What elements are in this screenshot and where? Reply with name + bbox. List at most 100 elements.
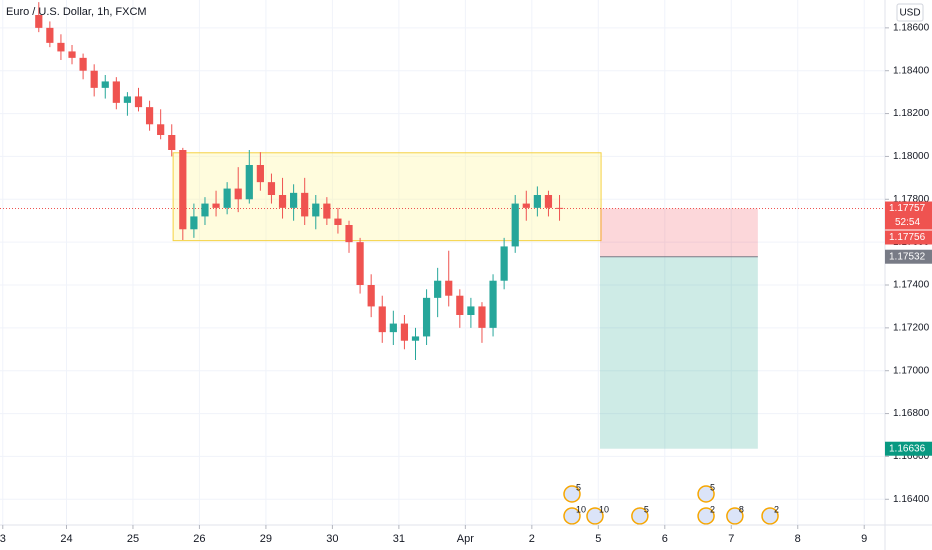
x-tick-label: 7 (728, 533, 734, 545)
candle-body (179, 150, 187, 230)
x-tick-label: 31 (393, 533, 405, 545)
candle-body (511, 203, 519, 247)
candle-body (389, 323, 397, 333)
x-tick-label: 29 (260, 533, 272, 545)
event-icon (697, 485, 715, 503)
candle-body (223, 188, 231, 208)
price-label: 1.17532 (889, 251, 926, 262)
candle-body (157, 124, 165, 135)
candle-body (345, 225, 353, 243)
candle-body (90, 70, 98, 88)
candle-body (301, 192, 309, 217)
y-tick-label: 1.18600 (893, 22, 930, 33)
y-tick-label: 1.17000 (893, 365, 930, 376)
risk-zone (599, 208, 758, 257)
candle-body (134, 96, 143, 108)
x-tick-label: 30 (326, 533, 338, 545)
last-price-label: 1.17757 (889, 203, 926, 214)
x-tick-label: 2 (529, 533, 535, 545)
candle-body (234, 188, 242, 200)
candle-body (312, 203, 320, 217)
event-icon (726, 507, 744, 525)
y-tick-label: 1.17200 (893, 322, 930, 333)
candle-body (212, 203, 220, 208)
candle-body (123, 96, 132, 103)
candle-body (500, 246, 508, 281)
candle-body (79, 57, 87, 71)
event-icon (631, 507, 649, 525)
candle-body (201, 203, 209, 217)
y-tick-label: 1.18400 (893, 65, 930, 76)
candle-body (445, 280, 453, 296)
event-count: 8 (739, 504, 744, 514)
y-tick-label: 1.17800 (893, 194, 930, 205)
last-price-label-countdown: 52:54 (895, 217, 920, 228)
y-tick-label: 1.16800 (893, 408, 930, 419)
candle-body (245, 165, 253, 200)
candle-body (190, 216, 198, 230)
candle-body (533, 195, 541, 208)
event-icon (761, 507, 779, 525)
candle-body (112, 81, 120, 103)
chart-title: Euro / U.S. Dollar, 1h, FXCM (6, 6, 147, 18)
candle-body (555, 207, 564, 209)
candle-body (57, 42, 65, 52)
candle-body (456, 295, 464, 315)
x-tick-label: 8 (795, 533, 801, 545)
x-tick-label: 6 (662, 533, 668, 545)
price-label: 1.16636 (889, 443, 926, 454)
candle-body (46, 27, 54, 43)
currency-box[interactable] (896, 3, 924, 22)
candle-body (68, 51, 76, 58)
event-icon (697, 507, 715, 525)
candle-body (101, 81, 109, 88)
candle-body (168, 135, 176, 150)
y-tick-label: 1.16400 (893, 494, 930, 505)
x-tick-label: 3 (0, 533, 6, 545)
candle-body (478, 306, 486, 328)
candle-body (378, 306, 386, 333)
y-tick-label: 1.16600 (893, 451, 930, 462)
event-count: 10 (599, 504, 609, 514)
last-price-label-box (885, 201, 932, 230)
price-label-box (885, 441, 932, 456)
candle-body (278, 195, 287, 208)
candle-body (256, 165, 264, 183)
candle-body (400, 323, 409, 341)
event-count: 2 (774, 504, 779, 514)
x-tick-label: Apr (457, 533, 474, 545)
candle-body (356, 242, 364, 285)
currency[interactable]: USD (899, 8, 920, 19)
plot: 10 5 10 5 2 5 8 2 (0, 0, 885, 525)
event-count: 10 (576, 504, 586, 514)
event-count: 5 (644, 504, 649, 514)
zone (172, 152, 602, 242)
candle-body (411, 336, 420, 341)
x-tick-label: 25 (127, 533, 139, 545)
reward-zone (599, 256, 758, 449)
candle-body (323, 203, 331, 219)
event-count: 2 (710, 504, 715, 514)
price-label-box (885, 230, 932, 245)
y-tick-label: 1.18000 (893, 151, 930, 162)
candle-body (367, 285, 375, 307)
price-label-box (885, 249, 932, 264)
y-tick-label: 1.18200 (893, 108, 930, 119)
event-icon (586, 507, 604, 525)
event-count: 5 (710, 482, 715, 492)
x-tick-label: 9 (861, 533, 867, 545)
event-icon (563, 485, 581, 503)
x-tick-label: 5 (595, 533, 601, 545)
candle-body (267, 182, 276, 195)
candle-body (467, 306, 475, 315)
y-tick-label: 1.17400 (893, 280, 930, 291)
candle-body (489, 280, 497, 328)
x-tick-label: 24 (60, 533, 72, 545)
candle-body (522, 203, 530, 208)
event-icon (563, 507, 581, 525)
price-label: 1.17756 (889, 232, 926, 243)
candle-body (290, 192, 298, 208)
candle-body (544, 195, 553, 208)
